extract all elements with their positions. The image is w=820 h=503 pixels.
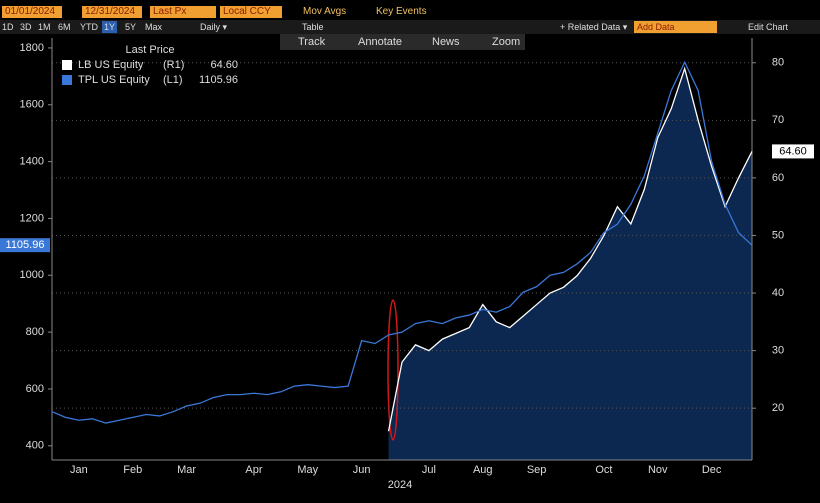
end-date[interactable]: 12/31/2024 — [82, 6, 142, 18]
add-data[interactable]: Add Data — [634, 21, 717, 33]
legend-axis-tag: (L1) — [163, 74, 183, 86]
range-button[interactable]: Max — [145, 22, 163, 32]
tool-button[interactable]: News — [432, 36, 460, 48]
key-events[interactable]: Key Events — [376, 6, 427, 17]
legend-last-value: 64.60 — [210, 59, 238, 71]
legend-name: LB US Equity — [78, 59, 144, 71]
legend-name: TPL US Equity — [78, 74, 150, 86]
field-select[interactable]: Last Px — [150, 6, 216, 18]
annotation-ellipse — [387, 299, 399, 441]
range-button[interactable]: 1D — [2, 22, 14, 32]
range-button[interactable]: 5Y — [125, 22, 137, 32]
y2-tick-label: 20 — [772, 402, 784, 414]
x-tick-label: Jan — [70, 464, 88, 476]
start-date[interactable]: 01/01/2024 — [2, 6, 62, 18]
tool-button[interactable]: Zoom — [492, 36, 521, 48]
y2-tick-label: 80 — [772, 57, 784, 69]
frequency[interactable]: Daily ▾ — [200, 22, 228, 32]
x-tick-label: Apr — [245, 464, 262, 476]
x-tick-label: Oct — [595, 464, 612, 476]
x-axis-label: 2024 — [388, 479, 412, 491]
edit-chart[interactable]: Edit Chart — [748, 22, 789, 32]
range-button[interactable]: YTD — [80, 22, 98, 32]
x-tick-label: Jul — [422, 464, 436, 476]
y-tick-label: 1800 — [20, 42, 44, 54]
last-flag-label: 64.60 — [779, 145, 807, 157]
range-button[interactable]: 1Y — [102, 21, 118, 33]
x-tick-label: Jun — [353, 464, 371, 476]
currency-select[interactable]: Local CCY — [220, 6, 282, 18]
x-tick-label: Mar — [177, 464, 196, 476]
y2-tick-label: 40 — [772, 287, 784, 299]
x-tick-label: May — [297, 464, 318, 476]
range-button[interactable]: 1M — [38, 22, 51, 32]
area — [388, 68, 752, 460]
x-tick-label: Feb — [123, 464, 142, 476]
x-tick-label: Nov — [648, 464, 668, 476]
tool-bar: Track Annotate News Zoom — [280, 34, 525, 50]
x-tick-label: Dec — [702, 464, 722, 476]
y2-tick-label: 50 — [772, 229, 784, 241]
last-flag — [772, 144, 814, 159]
legend-swatch — [62, 75, 72, 85]
y-tick-label: 400 — [26, 440, 44, 452]
range-bar: Daily ▾ Table + Related Data ▾ Add Data … — [0, 20, 820, 34]
y-tick-label: 1400 — [20, 156, 44, 168]
top-bar: 01/01/2024 12/31/2024 Last Px Local CCY … — [0, 0, 820, 20]
y-tick-label: 800 — [26, 326, 44, 338]
y-tick-label: 1000 — [20, 269, 44, 281]
y-tick-label: 1600 — [20, 99, 44, 111]
range-button[interactable]: 6M — [58, 22, 71, 32]
y-tick-label: 1200 — [20, 212, 44, 224]
mov-avgs[interactable]: Mov Avgs — [303, 6, 347, 17]
y-tick-label: 600 — [26, 383, 44, 395]
x-tick-label: Aug — [473, 464, 493, 476]
line — [387, 66, 753, 432]
tool-button[interactable]: Track — [298, 36, 326, 48]
last-flag-label: 1105.96 — [6, 239, 45, 251]
tool-button[interactable]: Annotate — [358, 36, 403, 48]
y2-tick-label: 60 — [772, 172, 784, 184]
range-button[interactable]: 3D — [20, 22, 32, 32]
legend-swatch — [62, 60, 72, 70]
line — [51, 60, 753, 424]
legend-title: Last Price — [126, 44, 175, 56]
x-tick-label: Sep — [527, 464, 547, 476]
y2-tick-label: 30 — [772, 345, 784, 357]
last-flag — [0, 238, 50, 253]
table-btn[interactable]: Table — [302, 22, 324, 32]
related-data[interactable]: + Related Data ▾ — [560, 22, 628, 32]
legend-last-value: 1105.96 — [199, 74, 238, 86]
legend-axis-tag: (R1) — [163, 59, 184, 71]
y2-tick-label: 70 — [772, 114, 784, 126]
